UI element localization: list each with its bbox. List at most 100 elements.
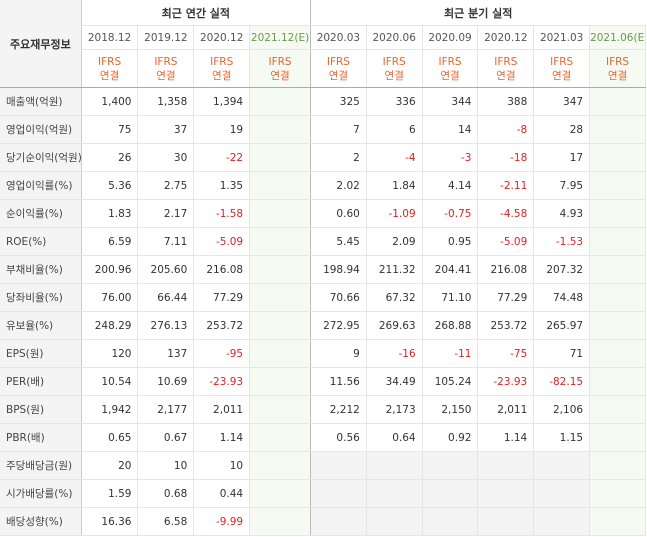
quarterly-value-cell: 272.95 — [310, 311, 367, 340]
quarterly-value-cell — [422, 479, 479, 508]
quarterly-value-cell — [477, 479, 535, 508]
quarterly-value-cell: 7 — [310, 115, 367, 144]
annual-value-cell: 77.29 — [193, 283, 251, 312]
annual-value-cell: 30 — [137, 143, 195, 172]
ifrs-label: IFRS — [438, 55, 462, 68]
quarterly-value-cell — [589, 199, 646, 228]
annual-value-cell: 0.44 — [193, 479, 251, 508]
table-row: 영업이익(억원) 75 37 19 7 6 14 -8 28 — [0, 115, 646, 144]
period-header: 2020.03 — [310, 25, 367, 50]
row-label: 영업이익률(%) — [0, 171, 82, 200]
table-row: 주당배당금(원) 20 10 10 — [0, 451, 646, 480]
annual-value-cell — [249, 115, 311, 144]
quarterly-value-cell: 34.49 — [366, 367, 423, 396]
annual-value-cell: 66.44 — [137, 283, 195, 312]
annual-value-cell: 19 — [193, 115, 251, 144]
quarterly-value-cell — [533, 507, 591, 536]
quarterly-value-cell: 325 — [310, 87, 367, 116]
annual-value-cell — [249, 283, 311, 312]
quarterly-value-cell: -4.58 — [477, 199, 535, 228]
annual-value-cell: 1.59 — [81, 479, 139, 508]
quarterly-value-cell: 336 — [366, 87, 423, 116]
row-label: PER(배) — [0, 367, 82, 396]
row-label: 주당배당금(원) — [0, 451, 82, 480]
annual-value-cell — [249, 395, 311, 424]
quarterly-value-cell: 268.88 — [422, 311, 479, 340]
quarterly-value-cell: 0.60 — [310, 199, 367, 228]
table-row: 당좌비율(%) 76.00 66.44 77.29 70.66 67.32 71.10 77.… — [0, 283, 646, 312]
quarterly-value-cell: -11 — [422, 339, 479, 368]
quarterly-value-cell: 28 — [533, 115, 591, 144]
quarterly-value-cell — [589, 171, 646, 200]
quarterly-value-cell: 2.02 — [310, 171, 367, 200]
quarterly-value-cell: 2,011 — [477, 395, 535, 424]
annual-value-cell: -95 — [193, 339, 251, 368]
ifrs-label: IFRS — [326, 55, 350, 68]
annual-value-cell: -9.99 — [193, 507, 251, 536]
quarterly-value-cell — [366, 479, 423, 508]
accounting-standard-label: IFRS 연결 — [533, 49, 591, 88]
quarterly-value-cell: 4.14 — [422, 171, 479, 200]
quarterly-value-cell: 2,173 — [366, 395, 423, 424]
annual-value-cell: 7.11 — [137, 227, 195, 256]
quarterly-value-cell: -0.75 — [422, 199, 479, 228]
quarterly-value-cell: 71.10 — [422, 283, 479, 312]
consolidated-label: 연결 — [212, 69, 232, 82]
quarterly-value-cell — [477, 507, 535, 536]
accounting-standard-label: IFRS 연결 — [310, 49, 367, 88]
quarterly-value-cell: 207.32 — [533, 255, 591, 284]
row-label: 배당성향(%) — [0, 507, 82, 536]
quarterly-value-cell: 0.95 — [422, 227, 479, 256]
quarterly-value-cell: 211.32 — [366, 255, 423, 284]
row-label: 매출액(억원) — [0, 87, 82, 116]
quarterly-value-cell: -1.53 — [533, 227, 591, 256]
quarterly-value-cell: 2 — [310, 143, 367, 172]
annual-value-cell: 0.68 — [137, 479, 195, 508]
quarterly-value-cell: 269.63 — [366, 311, 423, 340]
annual-value-cell: -1.58 — [193, 199, 251, 228]
table-row: BPS(원) 1,942 2,177 2,011 2,212 2,173 2,150 2,01… — [0, 395, 646, 424]
ifrs-label: IFRS — [494, 55, 518, 68]
quarterly-value-cell: 11.56 — [310, 367, 367, 396]
quarterly-value-cell: -5.09 — [477, 227, 535, 256]
quarterly-value-cell: 2,212 — [310, 395, 367, 424]
annual-value-cell: -22 — [193, 143, 251, 172]
accounting-standard-label: IFRS 연결 — [193, 49, 251, 88]
quarterly-value-cell: 347 — [533, 87, 591, 116]
annual-value-cell: 16.36 — [81, 507, 139, 536]
table-row: PER(배) 10.54 10.69 -23.93 11.56 34.49 105.24 -2… — [0, 367, 646, 396]
accounting-standard-label: IFRS 연결 — [477, 49, 535, 88]
period-header: 2019.12 — [137, 25, 195, 50]
annual-value-cell: 76.00 — [81, 283, 139, 312]
consolidated-label: 연결 — [551, 69, 572, 82]
table-row: 부채비율(%) 200.96 205.60 216.08 198.94 211.32 204… — [0, 255, 646, 284]
quarterly-value-cell: 198.94 — [310, 255, 367, 284]
period-header-estimate: 2021.06(E) — [589, 25, 646, 50]
annual-value-cell: 37 — [137, 115, 195, 144]
quarterly-value-cell — [310, 451, 367, 480]
quarterly-value-cell: 2.09 — [366, 227, 423, 256]
annual-value-cell: 10.69 — [137, 367, 195, 396]
quarterly-value-cell: -23.93 — [477, 367, 535, 396]
quarterly-value-cell — [589, 507, 646, 536]
annual-value-cell: 248.29 — [81, 311, 139, 340]
quarterly-value-cell — [589, 143, 646, 172]
quarterly-value-cell — [366, 451, 423, 480]
quarterly-value-cell: 9 — [310, 339, 367, 368]
quarterly-value-cell — [589, 87, 646, 116]
annual-value-cell — [249, 255, 311, 284]
consolidated-label: 연결 — [384, 69, 404, 82]
quarterly-value-cell: -3 — [422, 143, 479, 172]
quarterly-value-cell: -1.09 — [366, 199, 423, 228]
quarterly-value-cell: 0.64 — [366, 423, 423, 452]
quarterly-value-cell: -75 — [477, 339, 535, 368]
corner-label: 주요재무정보 — [0, 0, 82, 88]
quarterly-value-cell — [589, 115, 646, 144]
period-header: 2020.06 — [366, 25, 423, 50]
table-row: ROE(%) 6.59 7.11 -5.09 5.45 2.09 0.95 -5.09 -1.5… — [0, 227, 646, 256]
row-label: 순이익률(%) — [0, 199, 82, 228]
table-row: 배당성향(%) 16.36 6.58 -9.99 — [0, 507, 646, 536]
quarterly-value-cell: 5.45 — [310, 227, 367, 256]
row-label: BPS(원) — [0, 395, 82, 424]
consolidated-label: 연결 — [440, 69, 460, 82]
